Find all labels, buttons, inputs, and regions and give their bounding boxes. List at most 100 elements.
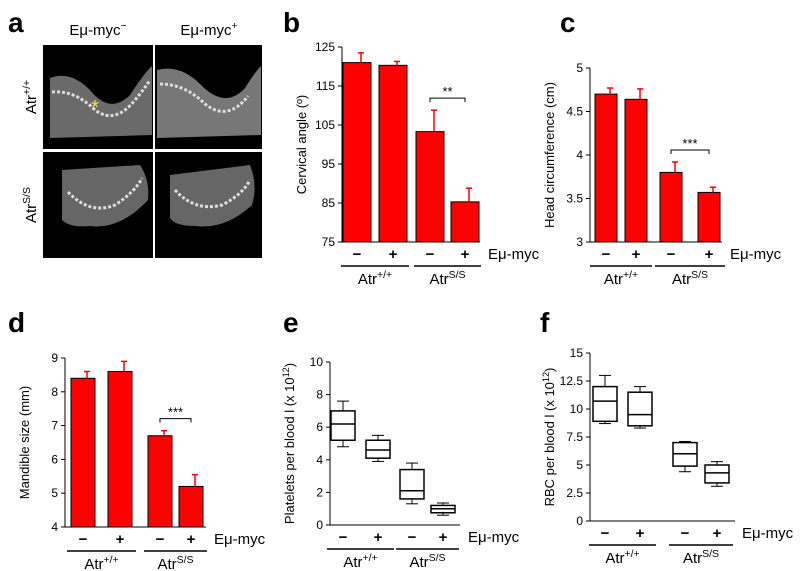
y-tick-label: 8 bbox=[51, 385, 58, 399]
text-part: Mandible size (mm) bbox=[17, 386, 32, 499]
y-tick-label: 75 bbox=[322, 235, 336, 249]
superscript: S/S bbox=[21, 187, 33, 204]
x-tick-label: − bbox=[79, 531, 88, 548]
y-tick-label: 0 bbox=[576, 514, 583, 528]
bar bbox=[342, 62, 372, 243]
y-tick-label: 105 bbox=[315, 118, 335, 132]
factor-label: Eμ-myc bbox=[214, 531, 266, 548]
x-tick-label: + bbox=[439, 529, 448, 546]
factor-label: Eμ-myc bbox=[742, 525, 794, 542]
x-tick-label: − bbox=[339, 529, 348, 546]
panel-letter: c bbox=[560, 7, 576, 38]
x-tick-label: − bbox=[681, 525, 690, 542]
y-tick-label: 15 bbox=[570, 346, 584, 360]
text-part: Atr bbox=[429, 271, 448, 288]
x-tick-label: + bbox=[713, 525, 722, 542]
superscript: +/+ bbox=[103, 554, 118, 566]
text-part: Platelets per blood l (x 10 bbox=[282, 377, 297, 524]
text-part: Eμ-myc bbox=[180, 22, 232, 39]
group-label: Atr+/+ bbox=[343, 552, 377, 571]
x-tick-label: − bbox=[156, 531, 165, 548]
box bbox=[704, 464, 730, 484]
factor-label: Eμ-myc bbox=[468, 529, 520, 546]
text-part: Atr bbox=[343, 554, 362, 571]
y-tick-label: 6 bbox=[51, 452, 58, 466]
superscript: +/+ bbox=[21, 80, 33, 95]
text-part: ) bbox=[282, 363, 297, 367]
text-part: Atr bbox=[157, 556, 176, 571]
x-tick-label: + bbox=[461, 246, 470, 263]
text-part: Cervical angle (º) bbox=[294, 95, 309, 194]
significance-bracket bbox=[670, 149, 710, 154]
x-tick-label: + bbox=[389, 246, 398, 263]
group-label: Atr+/+ bbox=[604, 269, 638, 288]
text-part: Atr bbox=[409, 554, 428, 571]
y-tick-label: 3.5 bbox=[566, 192, 583, 206]
y-tick-label: 5 bbox=[576, 458, 583, 472]
panel-letter: f bbox=[540, 307, 550, 338]
text-part: Atr bbox=[605, 550, 624, 567]
y-tick-label: 8 bbox=[316, 388, 323, 402]
ct-spine bbox=[51, 79, 152, 118]
y-tick-label: 2 bbox=[316, 485, 323, 499]
group-label: AtrS/S bbox=[157, 554, 193, 571]
x-tick-label: + bbox=[116, 531, 125, 548]
group-label: AtrS/S bbox=[429, 269, 465, 288]
text-part: Atr bbox=[604, 271, 623, 288]
row-label: AtrS/S bbox=[21, 187, 40, 223]
superscript: 12 bbox=[541, 372, 551, 382]
y-tick-label: 85 bbox=[322, 196, 336, 210]
x-tick-label: + bbox=[374, 529, 383, 546]
ct-body bbox=[62, 165, 149, 227]
x-tick-label: − bbox=[667, 246, 676, 263]
group-label: Atr+/+ bbox=[84, 554, 118, 571]
bar bbox=[659, 171, 683, 243]
bar bbox=[70, 377, 96, 528]
y-axis-label: Cervical angle (º) bbox=[294, 95, 309, 194]
panel-letter: d bbox=[8, 307, 25, 338]
ct-body bbox=[50, 66, 152, 138]
y-tick-label: 12.5 bbox=[560, 374, 584, 388]
group-label: AtrS/S bbox=[683, 548, 719, 567]
box bbox=[399, 468, 425, 500]
x-tick-label: − bbox=[353, 246, 362, 263]
superscript: +/+ bbox=[362, 552, 377, 564]
y-tick-label: 2.5 bbox=[566, 486, 583, 500]
y-tick-label: 6 bbox=[316, 420, 323, 434]
y-tick-label: 115 bbox=[316, 79, 335, 93]
significance-label: *** bbox=[682, 136, 697, 151]
row-label: Atr+/+ bbox=[21, 80, 40, 114]
y-tick-label: 7.5 bbox=[566, 430, 583, 444]
superscript: − bbox=[121, 20, 127, 32]
x-tick-label: − bbox=[408, 529, 417, 546]
x-tick-label: − bbox=[602, 246, 611, 263]
factor-label: Eμ-myc bbox=[730, 246, 782, 263]
x-tick-label: + bbox=[705, 246, 714, 263]
y-axis-label: Platelets per blood l (x 1012) bbox=[281, 363, 297, 524]
y-tick-label: 0 bbox=[316, 518, 323, 532]
box bbox=[592, 385, 618, 423]
superscript: S/S bbox=[177, 554, 194, 566]
bar bbox=[594, 93, 618, 243]
superscript: S/S bbox=[429, 552, 446, 564]
bar bbox=[624, 98, 648, 243]
bar bbox=[697, 191, 721, 243]
y-tick-label: 4 bbox=[316, 453, 323, 467]
group-label: Atr+/+ bbox=[358, 269, 392, 288]
bar bbox=[107, 371, 133, 528]
ct-images bbox=[43, 45, 262, 258]
x-tick-label: + bbox=[636, 525, 645, 542]
y-tick-label: 7 bbox=[51, 419, 58, 433]
bar bbox=[178, 485, 204, 528]
group-label: AtrS/S bbox=[409, 552, 445, 571]
panel-letter: b bbox=[283, 7, 300, 38]
significance-label: ** bbox=[442, 84, 452, 99]
superscript: S/S bbox=[691, 269, 708, 281]
marker: * bbox=[91, 97, 99, 119]
superscript: S/S bbox=[449, 269, 466, 281]
column-label: Eμ-myc− bbox=[69, 20, 126, 39]
box bbox=[330, 410, 356, 441]
y-tick-label: 125 bbox=[315, 40, 335, 54]
ct-body bbox=[170, 165, 255, 227]
text-part: Atr bbox=[672, 271, 691, 288]
